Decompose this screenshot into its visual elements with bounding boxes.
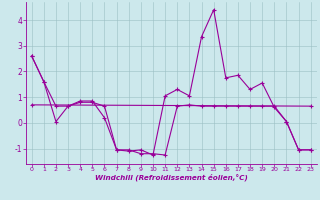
X-axis label: Windchill (Refroidissement éolien,°C): Windchill (Refroidissement éolien,°C) <box>95 174 248 181</box>
